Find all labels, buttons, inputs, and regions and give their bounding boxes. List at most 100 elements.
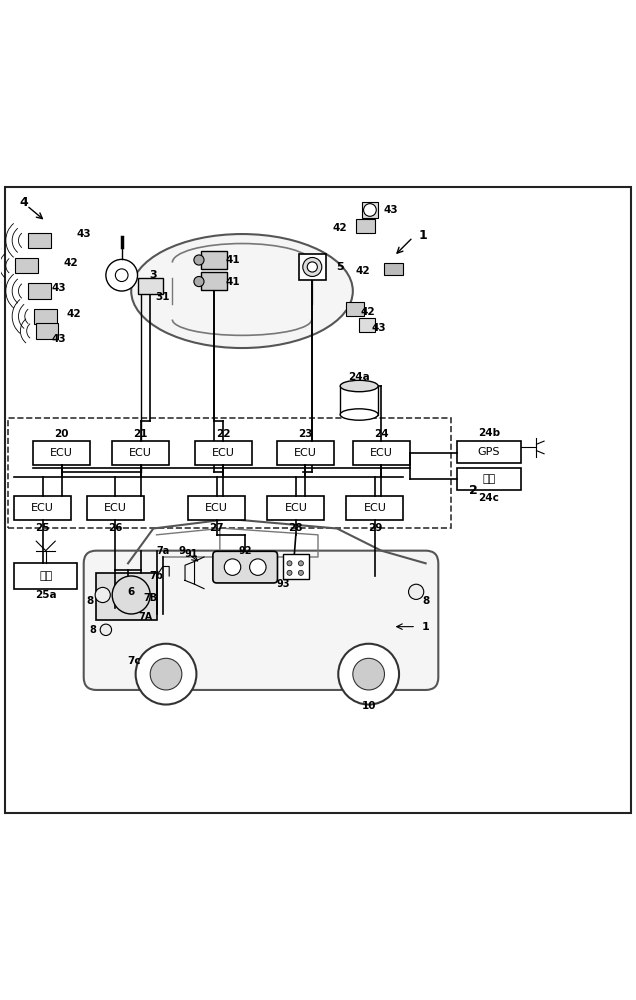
Text: 6: 6 [128,587,135,597]
Circle shape [95,587,110,603]
Circle shape [225,559,241,575]
Circle shape [135,644,197,705]
Bar [36,323,59,339]
Text: 28: 28 [289,523,303,533]
Circle shape [298,570,303,575]
Text: 31: 31 [156,292,170,302]
Circle shape [100,624,111,636]
Text: 1: 1 [422,622,429,632]
Ellipse shape [340,409,378,420]
Bar [33,441,90,465]
Text: 通信: 通信 [482,474,495,484]
Text: ECU: ECU [284,503,307,513]
Circle shape [249,559,266,575]
Text: 9: 9 [178,546,186,556]
Ellipse shape [340,380,378,392]
Text: ECU: ECU [104,503,127,513]
Bar [457,468,521,490]
Text: 21: 21 [134,429,148,439]
Text: 42: 42 [67,309,81,319]
Text: 8: 8 [86,596,93,606]
Text: 7B: 7B [143,593,157,603]
Text: 43: 43 [76,229,91,239]
Bar [353,441,410,465]
Bar [267,496,324,520]
Bar [340,386,378,415]
Text: 93: 93 [277,579,290,589]
Bar [356,219,375,233]
Text: ECU: ECU [212,448,235,458]
Text: 42: 42 [360,307,375,317]
Text: 26: 26 [108,523,123,533]
Bar [15,258,38,273]
Text: 8: 8 [422,596,429,606]
Text: 27: 27 [209,523,224,533]
Bar [195,441,251,465]
Text: 41: 41 [225,255,240,265]
Bar [201,251,228,269]
Text: 24b: 24b [478,428,500,438]
Text: ECU: ECU [294,448,317,458]
Circle shape [194,255,204,265]
FancyBboxPatch shape [213,551,277,583]
Text: 20: 20 [54,429,69,439]
FancyBboxPatch shape [84,551,438,690]
Text: 43: 43 [51,283,66,293]
Text: 3: 3 [149,270,157,280]
Text: 41: 41 [225,277,240,287]
Text: 25: 25 [36,523,50,533]
Text: 7c: 7c [128,656,141,666]
Text: 7a: 7a [156,546,169,556]
Bar [347,496,403,520]
Text: 24: 24 [374,429,389,439]
Bar [8,418,451,528]
Text: 25a: 25a [35,590,57,600]
Circle shape [364,204,377,216]
Bar [188,496,245,520]
Circle shape [194,276,204,287]
Text: 4: 4 [19,196,28,209]
Text: 42: 42 [355,266,370,276]
Bar [97,573,156,620]
Bar [277,441,334,465]
Bar [347,302,364,316]
Bar [137,278,163,294]
Text: 92: 92 [238,546,252,556]
Bar [385,263,403,275]
Bar [14,563,78,589]
Text: 5: 5 [336,262,344,272]
Text: 24a: 24a [349,372,370,382]
Circle shape [112,576,150,614]
Text: GPS: GPS [478,447,501,457]
Text: 通信: 通信 [39,571,52,581]
Circle shape [338,644,399,705]
Text: 43: 43 [371,323,386,333]
Bar [299,254,326,280]
Bar [457,441,521,463]
Text: 91: 91 [184,549,198,559]
Ellipse shape [131,234,353,348]
Text: 43: 43 [51,334,66,344]
Circle shape [303,257,322,276]
Text: 1: 1 [418,229,427,242]
Circle shape [353,658,385,690]
Text: 42: 42 [333,223,347,233]
Text: 8: 8 [90,625,97,635]
Bar [359,318,375,332]
Text: 7A: 7A [139,612,153,622]
Text: ECU: ECU [31,503,54,513]
Text: 29: 29 [368,523,382,533]
Bar [201,272,228,290]
Bar [87,496,144,520]
Text: 23: 23 [298,429,312,439]
Text: 10: 10 [361,701,376,711]
Circle shape [298,561,303,566]
Text: 22: 22 [216,429,230,439]
Bar [283,554,308,579]
Text: ECU: ECU [364,503,387,513]
Text: 42: 42 [64,258,78,268]
Text: ECU: ECU [370,448,393,458]
Bar [363,202,378,218]
Text: ECU: ECU [129,448,152,458]
Circle shape [287,561,292,566]
